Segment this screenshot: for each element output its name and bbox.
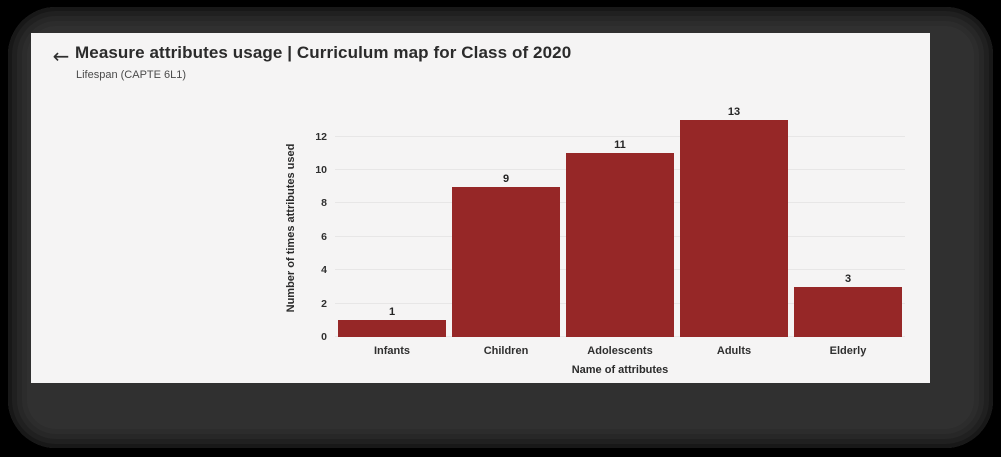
x-category-labels: Infants Children Adolescents Adults Elderly [335, 345, 905, 357]
bar-chart: Number of times attributes used 0 2 4 6 8 10 1… [31, 33, 930, 383]
y-tick-label: 2 [321, 297, 327, 310]
bar-adolescents [566, 153, 674, 337]
bar-infants [338, 320, 446, 337]
page-title: Measure attributes usage | Curriculum ma… [75, 43, 572, 62]
plot-area: 0 2 4 6 8 10 12 1 9 11 13 3 [315, 106, 905, 343]
x-tick-label-adults: Adults [716, 345, 752, 357]
y-tick-label: 8 [321, 197, 327, 210]
gridline [335, 135, 905, 137]
bar-value-label: 1 [388, 306, 396, 319]
report-page: ← Measure attributes usage | Curriculum … [31, 33, 930, 383]
y-tick-label: 10 [315, 164, 327, 177]
x-axis-label: Name of attributes [571, 364, 669, 376]
bar-children [452, 186, 560, 337]
bar-value-label: 9 [502, 172, 510, 185]
page-subtitle: Lifespan (CAPTE 6L1) [76, 69, 187, 81]
x-tick-label-elderly: Elderly [829, 345, 867, 357]
y-tick-label: 12 [315, 130, 327, 143]
back-button[interactable]: ← [48, 43, 74, 69]
bar-value-label: 11 [614, 139, 626, 152]
y-tick-label: 4 [321, 264, 327, 277]
x-tick-label-adolescents: Adolescents [587, 345, 653, 357]
x-tick-label-children: Children [483, 345, 529, 357]
bar-adults [680, 120, 788, 337]
bar-elderly [794, 286, 902, 337]
y-tick-label: 0 [321, 331, 327, 343]
y-tick-label: 6 [321, 230, 327, 243]
bar-value-label: 13 [727, 106, 741, 119]
x-tick-label-infants: Infants [373, 345, 411, 357]
bar-value-label: 3 [844, 272, 852, 285]
